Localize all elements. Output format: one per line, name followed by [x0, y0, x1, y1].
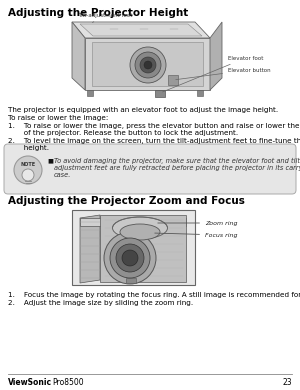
Polygon shape: [80, 215, 100, 283]
Polygon shape: [80, 218, 186, 226]
Polygon shape: [85, 38, 210, 90]
Text: Tilt-adjustment feet: Tilt-adjustment feet: [78, 12, 132, 23]
Text: of the projector. Release the button to lock the adjustment.: of the projector. Release the button to …: [8, 130, 238, 136]
Ellipse shape: [112, 217, 167, 239]
Circle shape: [144, 61, 152, 69]
Circle shape: [135, 52, 161, 78]
Polygon shape: [210, 22, 222, 90]
FancyBboxPatch shape: [4, 144, 296, 194]
Text: Zoom ring: Zoom ring: [158, 220, 238, 225]
Text: Elevator foot: Elevator foot: [163, 55, 263, 92]
Text: adjustment feet are fully retracted before placing the projector in its carrying: adjustment feet are fully retracted befo…: [54, 165, 300, 171]
Circle shape: [110, 238, 150, 278]
Circle shape: [22, 169, 34, 181]
Polygon shape: [155, 90, 165, 97]
Text: ViewSonic: ViewSonic: [8, 378, 52, 387]
Text: To avoid damaging the projector, make sure that the elevator foot and tilt-: To avoid damaging the projector, make su…: [54, 158, 300, 164]
Polygon shape: [100, 215, 186, 282]
Polygon shape: [92, 42, 203, 86]
Circle shape: [116, 244, 144, 272]
Polygon shape: [168, 75, 178, 85]
Text: Adjusting the Projector Height: Adjusting the Projector Height: [8, 8, 188, 18]
Circle shape: [122, 250, 138, 266]
Polygon shape: [72, 22, 210, 38]
Ellipse shape: [120, 224, 160, 240]
Circle shape: [130, 47, 166, 83]
Bar: [72, 210, 195, 285]
Text: 23: 23: [282, 378, 292, 387]
Text: Adjusting the Projector Zoom and Focus: Adjusting the Projector Zoom and Focus: [8, 196, 245, 206]
Text: case.: case.: [54, 172, 71, 178]
Text: 1.    To raise or lower the image, press the elevator button and raise or lower : 1. To raise or lower the image, press th…: [8, 123, 300, 129]
Circle shape: [104, 232, 156, 284]
Text: To raise or lower the image:: To raise or lower the image:: [8, 115, 108, 121]
Text: height.: height.: [8, 145, 49, 151]
Text: 2.    Adjust the image size by sliding the zoom ring.: 2. Adjust the image size by sliding the …: [8, 300, 193, 306]
Polygon shape: [80, 24, 202, 36]
Text: Elevator button: Elevator button: [176, 67, 271, 80]
Bar: [126, 278, 136, 283]
Circle shape: [14, 156, 42, 184]
Polygon shape: [72, 22, 85, 90]
Text: The projector is equipped with an elevator foot to adjust the image height.: The projector is equipped with an elevat…: [8, 107, 278, 113]
Text: 1.    Focus the image by rotating the focus ring. A still image is recommended f: 1. Focus the image by rotating the focus…: [8, 292, 300, 298]
Text: Pro8500: Pro8500: [52, 378, 84, 387]
Polygon shape: [197, 90, 203, 96]
Text: NOTE: NOTE: [20, 163, 36, 167]
Polygon shape: [87, 90, 93, 96]
Circle shape: [140, 57, 156, 73]
Text: 2.    To level the image on the screen, turn the tilt-adjustment feet to fine-tu: 2. To level the image on the screen, tur…: [8, 138, 300, 144]
Text: ■: ■: [47, 158, 53, 163]
Text: Focus ring: Focus ring: [155, 232, 238, 238]
